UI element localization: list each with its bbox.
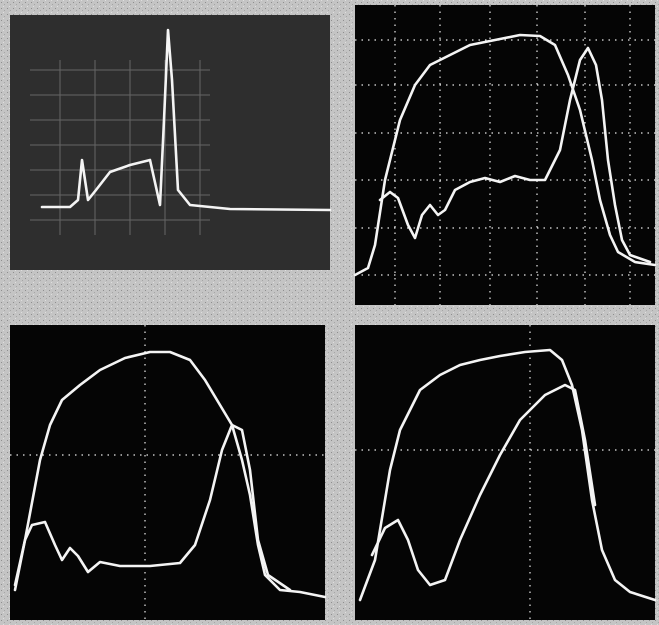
trace: [378, 46, 652, 264]
grid: [355, 325, 655, 620]
scope-panel-top-left: [10, 15, 332, 270]
trace: [13, 423, 292, 592]
panel: [10, 325, 325, 620]
panel: [355, 5, 655, 305]
trace: [13, 350, 327, 599]
scope-panel-bottom-right: [355, 325, 657, 620]
scope-panel-bottom-left: [10, 325, 327, 620]
grid: [355, 5, 655, 305]
scope-panel-top-right: [353, 5, 657, 305]
trace: [358, 348, 657, 602]
trace: [353, 33, 657, 277]
trace: [370, 383, 597, 587]
panel: [355, 325, 655, 620]
trace: [40, 28, 332, 212]
grid: [10, 325, 325, 620]
